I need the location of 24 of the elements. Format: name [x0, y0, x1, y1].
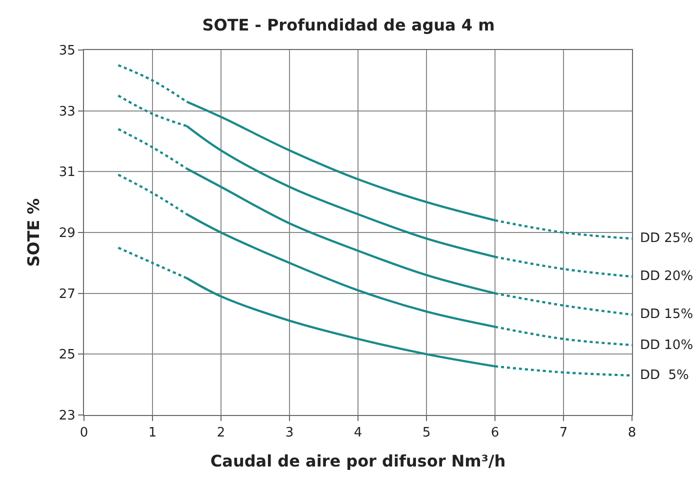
- y-tick-label: 35: [58, 44, 76, 59]
- x-tick-label: 2: [216, 426, 226, 441]
- chart-title: SOTE - Profundidad de agua 4 m: [202, 15, 495, 34]
- x-axis-title: Caudal de aire por difusor Nm³/h: [210, 451, 506, 470]
- x-tick-label: 7: [559, 426, 568, 441]
- series-label: DD 15%: [640, 307, 694, 322]
- series-label: DD 5%: [640, 368, 689, 383]
- y-axis-title: SOTE %: [24, 198, 43, 267]
- x-tick-label: 4: [354, 426, 362, 441]
- y-tick-label: 33: [58, 104, 76, 120]
- series-label: DD 25%: [640, 231, 694, 246]
- x-tick-label: 0: [80, 426, 88, 441]
- y-tick-label: 29: [58, 226, 76, 242]
- y-tick-label: 31: [58, 165, 76, 180]
- x-tick-label: 8: [628, 426, 636, 441]
- y-tick-label: 27: [58, 286, 76, 302]
- series-label: DD 20%: [640, 269, 694, 284]
- y-tick-label: 23: [58, 408, 76, 424]
- series-label: DD 10%: [640, 338, 694, 353]
- x-tick-label: 1: [148, 426, 157, 441]
- x-tick-label: 6: [490, 426, 500, 441]
- x-tick-label: 5: [422, 426, 431, 441]
- y-tick-label: 25: [58, 348, 76, 363]
- x-tick-label: 3: [285, 426, 294, 441]
